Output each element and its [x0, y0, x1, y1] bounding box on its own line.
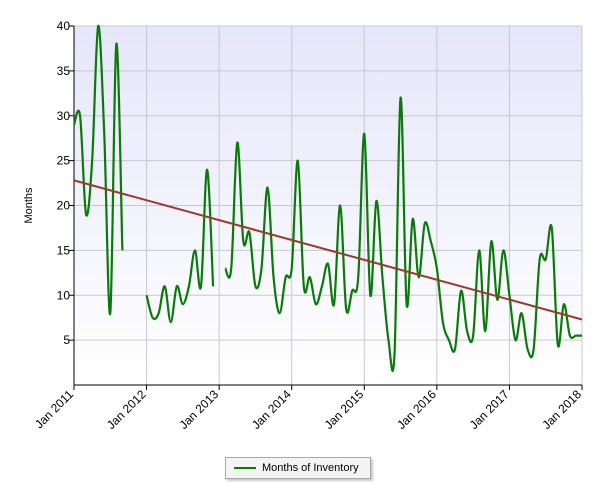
- legend-swatch: [234, 467, 256, 469]
- legend-label: Months of Inventory: [262, 462, 359, 474]
- x-tick-label: Jan 2016: [394, 387, 439, 432]
- series-line-months-of-inventory: [224, 96, 583, 372]
- x-tick-label: Jan 2013: [176, 387, 221, 432]
- x-tick-label: Jan 2012: [104, 387, 149, 432]
- y-tick-label: 20: [57, 199, 71, 213]
- y-axis-label: Months: [23, 187, 35, 224]
- y-tick-label: 15: [57, 243, 71, 257]
- y-tick-label: 35: [57, 64, 71, 78]
- series-line-months-of-inventory: [145, 168, 215, 324]
- x-tick-label: Jan 2015: [322, 387, 367, 432]
- x-axis-ticks: Jan 2011 Jan 2012 Jan 2013 Jan 2014 Jan 2015…: [32, 385, 584, 432]
- y-axis-ticks: 5 10 15 20 25 30 35 40: [57, 19, 74, 347]
- series-line-months-of-inventory: [72, 24, 124, 316]
- legend[interactable]: Months of Inventory: [225, 457, 371, 479]
- y-tick-label: 5: [63, 333, 70, 347]
- y-tick-label: 30: [57, 109, 71, 123]
- y-tick-label: 25: [57, 154, 71, 168]
- x-tick-label: Jan 2017: [467, 387, 512, 432]
- series-layer: [72, 24, 583, 372]
- y-tick-label: 10: [57, 288, 71, 302]
- y-tick-label: 40: [57, 19, 71, 33]
- x-tick-label: Jan 2014: [249, 387, 294, 432]
- trend-line: [73, 179, 583, 321]
- x-tick-label: Jan 2011: [32, 387, 76, 431]
- x-tick-label: Jan 2018: [539, 387, 584, 432]
